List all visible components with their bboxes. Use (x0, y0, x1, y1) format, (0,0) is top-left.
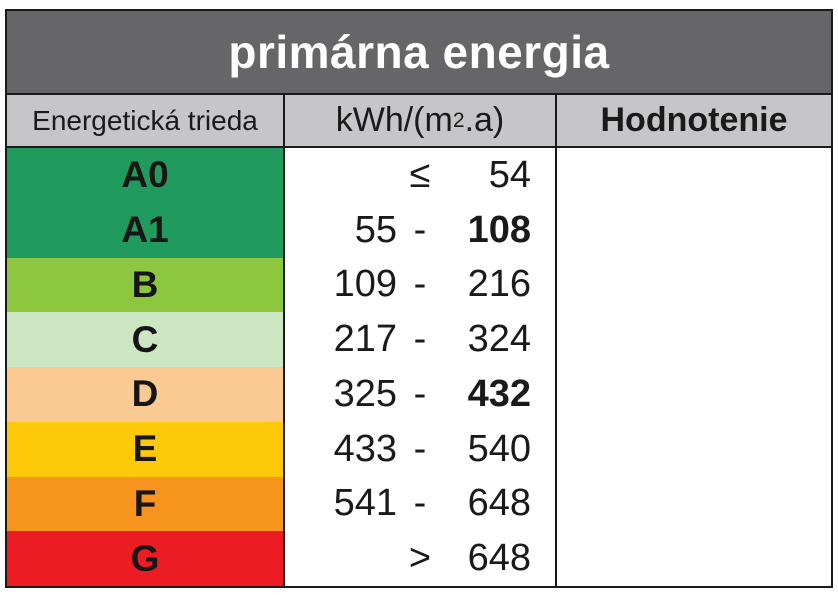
value-high-b: 216 (467, 263, 531, 306)
class-cell-f: F (7, 476, 283, 532)
values-column: ≤54 55-108 109-216 217-324 325-432 433-540 541… (285, 148, 557, 586)
value-high-d: 432 (467, 372, 531, 415)
value-high-c: 324 (467, 318, 531, 361)
energy-rating-table: primárna energia Energetická trieda kWh/… (5, 9, 833, 588)
column-header-energy-class: Energetická trieda (7, 95, 285, 146)
class-cell-c: C (7, 312, 283, 367)
value-low-a1: 55 (354, 208, 397, 251)
value-row-g: >648 (285, 531, 555, 586)
header-row: Energetická trieda kWh/(m 2 .a) Hodnotenie (7, 95, 831, 148)
value-low-b: 109 (333, 263, 397, 306)
value-high-a0: 54 (488, 153, 531, 196)
value-row-e: 433-540 (285, 422, 555, 477)
value-row-a1: 55-108 (285, 203, 555, 258)
class-cell-a0: A0 (7, 148, 283, 203)
value-separator-g: > (408, 537, 432, 580)
value-low-f: 541 (333, 482, 397, 525)
value-high-f: 648 (467, 482, 531, 525)
value-high-a1: 108 (467, 208, 531, 251)
class-cell-e: E (7, 421, 283, 477)
class-cell-a1: A1 (7, 202, 283, 258)
unit-prefix: kWh/(m (335, 101, 453, 139)
value-low-e: 433 (333, 427, 397, 470)
class-column: A0 A1 B C D E F G (7, 148, 285, 586)
value-separator-f: - (413, 482, 427, 525)
value-separator-a1: - (413, 208, 427, 251)
unit-suffix: .a) (464, 101, 505, 139)
value-low-c: 217 (333, 318, 397, 361)
value-row-b: 109-216 (285, 258, 555, 313)
value-separator-e: - (413, 427, 427, 470)
value-separator-d: - (413, 372, 427, 415)
value-high-g: 648 (467, 537, 531, 580)
table-title: primárna energia (7, 11, 831, 95)
value-row-d: 325-432 (285, 367, 555, 422)
value-separator-c: - (413, 318, 427, 361)
value-separator-b: - (413, 263, 427, 306)
class-cell-g: G (7, 531, 283, 586)
column-header-rating: Hodnotenie (600, 101, 788, 139)
value-high-e: 540 (467, 427, 531, 470)
value-row-a0: ≤54 (285, 148, 555, 203)
rating-cell-empty (557, 148, 831, 586)
table-body: A0 A1 B C D E F G ≤54 55-108 109-216 217-324 325-43… (7, 148, 831, 586)
value-low-d: 325 (333, 372, 397, 415)
class-cell-d: D (7, 367, 283, 422)
value-row-f: 541-648 (285, 477, 555, 532)
column-header-unit: kWh/(m 2 .a) (285, 95, 557, 146)
value-row-c: 217-324 (285, 312, 555, 367)
value-separator-a0: ≤ (409, 153, 431, 196)
class-cell-b: B (7, 257, 283, 313)
